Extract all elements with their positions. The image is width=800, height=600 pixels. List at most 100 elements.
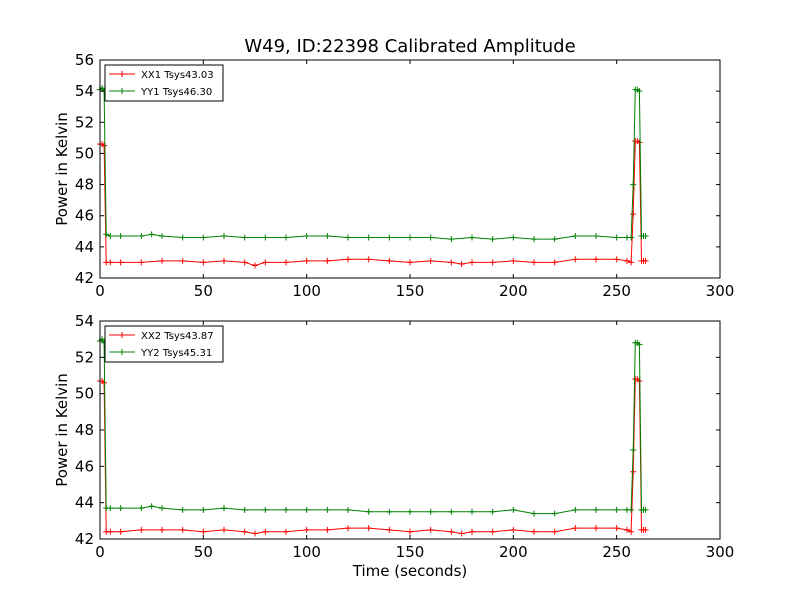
top-data-point — [179, 234, 186, 241]
top-data-point — [636, 139, 643, 146]
top-data-point — [489, 259, 496, 266]
top-data-point — [427, 257, 434, 264]
x-axis-label: Time (seconds) — [352, 562, 468, 580]
bottom-data-point — [179, 506, 186, 513]
bottom-data-point — [148, 503, 155, 510]
bottom-data-point — [489, 508, 496, 515]
bottom-data-point — [159, 526, 165, 533]
top-data-point — [221, 232, 227, 239]
bottom-data-point — [262, 506, 269, 513]
top-x-tick-label: 100 — [292, 282, 321, 300]
top-x-tick-label: 300 — [706, 282, 735, 300]
top-data-point — [448, 236, 455, 243]
bottom-legend-label: YY2 Tsys45.31 — [140, 348, 212, 359]
bottom-data-point — [386, 508, 393, 515]
bottom-data-point — [386, 526, 393, 533]
top-x-tick-label: 150 — [396, 282, 425, 300]
bottom-y-axis-label: Power in Kelvin — [53, 373, 71, 487]
top-data-point — [489, 236, 496, 243]
chart-title: W49, ID:22398 Calibrated Amplitude — [244, 36, 575, 57]
bottom-data-point — [630, 468, 637, 475]
top-data-point — [283, 234, 289, 241]
bottom-data-point — [630, 446, 637, 453]
top-legend-label: YY1 Tsys46.30 — [140, 87, 212, 98]
bottom-data-point — [551, 510, 558, 517]
bottom-data-point — [324, 506, 331, 513]
bottom-data-point — [407, 508, 413, 515]
top-data-point — [324, 257, 331, 264]
bottom-data-point — [200, 506, 207, 513]
bottom-data-point — [303, 506, 310, 513]
top-x-tick-label: 250 — [602, 282, 631, 300]
top-data-point — [200, 259, 207, 266]
bottom-data-point — [107, 528, 114, 535]
bottom-data-point — [636, 341, 643, 348]
top-data-point — [117, 259, 124, 266]
top-legend-marker — [119, 71, 125, 77]
top-data-point — [101, 142, 108, 149]
bottom-data-point — [427, 526, 434, 533]
bottom-y-tick-label: 52 — [75, 348, 94, 366]
top-data-point — [107, 259, 114, 266]
top-data-point — [148, 231, 155, 238]
top-data-point — [613, 256, 620, 263]
top-legend: XX1 Tsys43.03 YY1 Tsys46.30 — [104, 64, 224, 102]
top-plot-area — [97, 85, 649, 269]
top-legend-box — [104, 64, 224, 102]
top-data-point — [642, 232, 649, 239]
top-data-point — [345, 234, 351, 241]
top-data-point — [241, 259, 248, 266]
bottom-data-point — [427, 508, 434, 515]
bottom-legend-label: XX2 Tsys43.87 — [141, 331, 214, 342]
top-legend-label: XX1 Tsys43.03 — [141, 70, 214, 81]
bottom-data-point — [572, 506, 579, 513]
bottom-data-point — [624, 526, 630, 533]
top-y-tick-label: 48 — [75, 176, 94, 194]
bottom-x-tick-label: 50 — [194, 543, 213, 561]
bottom-data-point — [324, 526, 331, 533]
top-data-point — [241, 234, 248, 241]
top-data-point — [221, 257, 227, 264]
bottom-data-point — [303, 526, 310, 533]
bottom-axis-ticks: 0 50 100 150 200 250 300 42 44 46 48 50 52 54 — [75, 312, 734, 561]
top-data-point — [642, 257, 649, 264]
bottom-data-point — [531, 528, 537, 535]
top-data-point — [510, 234, 517, 241]
top-y-tick-label: 50 — [75, 144, 94, 162]
top-x-tick-label: 50 — [194, 282, 213, 300]
top-data-point — [551, 259, 558, 266]
top-series-markers-2 — [97, 85, 649, 243]
bottom-data-point — [593, 506, 599, 513]
bottom-legend-marker — [119, 349, 125, 355]
bottom-data-point — [531, 510, 537, 517]
top-series-markers-1 — [97, 137, 649, 269]
top-data-point — [262, 259, 269, 266]
top-data-point — [448, 259, 455, 266]
top-data-point — [458, 260, 465, 267]
top-data-point — [159, 257, 165, 264]
top-data-point — [628, 259, 635, 266]
bottom-data-point — [241, 506, 248, 513]
bottom-data-point — [365, 508, 372, 515]
bottom-data-point — [469, 528, 475, 535]
top-y-tick-label: 44 — [75, 238, 94, 256]
bottom-data-point — [613, 525, 620, 532]
bottom-data-point — [458, 530, 465, 537]
top-data-point — [531, 236, 537, 243]
bottom-x-tick-label: 300 — [706, 543, 735, 561]
top-data-point — [386, 257, 393, 264]
bottom-plot-area — [97, 336, 649, 537]
top-data-point — [407, 234, 413, 241]
bottom-data-point — [628, 528, 635, 535]
bottom-data-point — [252, 530, 258, 537]
top-axis-ticks: 0 50 100 150 200 250 300 42 44 46 48 50 52 54 56 — [75, 51, 734, 300]
bottom-data-point — [448, 508, 455, 515]
bottom-data-point — [179, 526, 186, 533]
bottom-data-point — [221, 526, 227, 533]
bottom-data-point — [407, 528, 413, 535]
bottom-subplot: 0 50 100 150 200 250 300 42 44 46 48 50 52 54 Power i… — [53, 312, 734, 580]
top-data-point — [386, 234, 393, 241]
top-data-point — [636, 88, 643, 95]
bottom-data-point — [107, 505, 114, 512]
